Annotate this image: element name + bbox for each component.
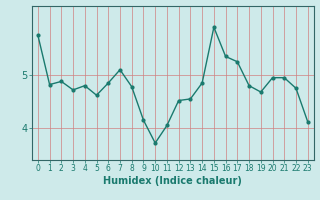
X-axis label: Humidex (Indice chaleur): Humidex (Indice chaleur) (103, 176, 242, 186)
